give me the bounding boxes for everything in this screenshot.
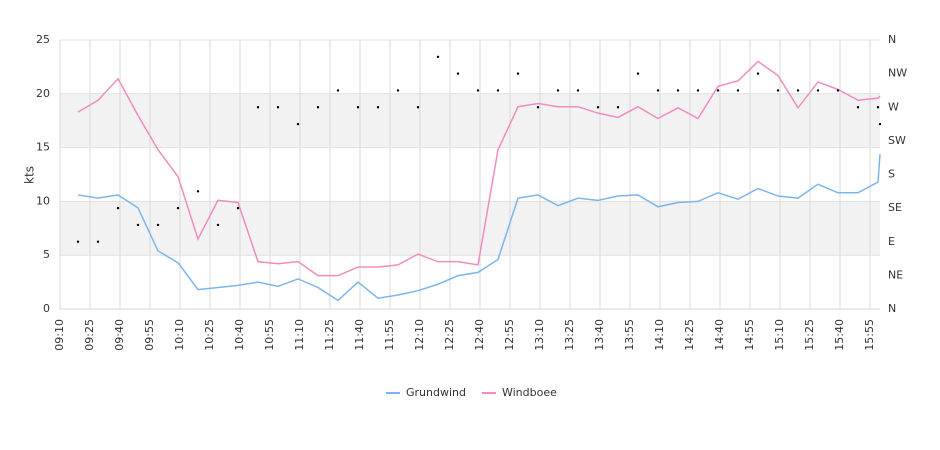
direction-dot (536, 106, 540, 109)
x-tick-label: 12:40 (473, 319, 486, 351)
x-tick-label: 13:25 (563, 319, 576, 351)
plot-band (60, 93, 880, 148)
direction-dot (196, 190, 200, 193)
direction-dot (816, 89, 820, 92)
direction-dot (616, 106, 620, 109)
x-tick-label: 13:55 (623, 319, 636, 351)
direction-dot (516, 72, 520, 75)
y2-tick-label: W (888, 100, 899, 113)
x-tick-label: 10:40 (233, 319, 246, 351)
x-tick-label: 10:10 (173, 319, 186, 351)
direction-dot (176, 206, 180, 210)
y2-tick-label: SW (888, 134, 906, 147)
y-tick-label: 20 (36, 87, 50, 100)
direction-dot (556, 89, 560, 92)
y2-tick-label: SE (888, 201, 902, 214)
x-tick-label: 15:55 (863, 319, 876, 351)
direction-dot (336, 89, 340, 92)
y2-tick-label: NW (888, 67, 907, 80)
direction-dot (596, 106, 600, 109)
y-tick-label: 15 (36, 141, 50, 154)
direction-dot (878, 122, 882, 126)
y-tick-label: 0 (43, 302, 50, 315)
direction-dot (296, 122, 300, 126)
direction-dot (736, 89, 740, 92)
x-tick-label: 14:25 (683, 319, 696, 351)
direction-dot (96, 240, 100, 243)
y2-tick-label: NE (888, 268, 903, 281)
direction-dot (776, 89, 780, 92)
x-tick-label: 10:55 (263, 319, 276, 351)
direction-dot (496, 89, 500, 92)
direction-dot (456, 72, 460, 75)
direction-dot (716, 89, 720, 92)
direction-dot (756, 72, 760, 75)
y2-tick-label: E (888, 235, 895, 248)
direction-dot (156, 223, 160, 227)
series-line (77, 60, 881, 277)
y-axis-label: kts (23, 166, 37, 184)
direction-dot (476, 89, 480, 92)
x-tick-label: 12:10 (413, 319, 426, 351)
x-tick-label: 14:10 (653, 319, 666, 351)
legend-label: Grundwind (406, 386, 466, 399)
y-tick-label: 10 (36, 194, 50, 207)
direction-dot (276, 106, 280, 109)
y2-tick-label: N (888, 302, 896, 315)
x-tick-label: 09:55 (143, 319, 156, 351)
direction-dot (376, 106, 380, 109)
direction-dot (436, 55, 440, 59)
y2-tick-label: N (888, 33, 896, 46)
direction-dot (796, 89, 800, 92)
x-tick-label: 14:40 (713, 319, 726, 351)
direction-dot (136, 223, 140, 227)
x-tick-label: 10:25 (203, 319, 216, 351)
plot-band (60, 201, 880, 256)
direction-dot (696, 89, 700, 92)
x-tick-label: 15:25 (803, 319, 816, 351)
x-tick-label: 15:10 (773, 319, 786, 351)
x-tick-label: 11:10 (293, 319, 306, 351)
direction-dot (416, 106, 420, 109)
x-tick-label: 13:10 (533, 319, 546, 351)
direction-dot (236, 206, 240, 210)
y2-tick-label: S (888, 168, 895, 181)
x-tick-label: 14:55 (743, 319, 756, 351)
direction-dot (876, 106, 880, 109)
x-tick-label: 13:40 (593, 319, 606, 351)
direction-dot (116, 206, 120, 210)
x-tick-label: 11:40 (353, 319, 366, 351)
direction-dot (636, 72, 640, 75)
direction-dot (76, 240, 80, 243)
legend-label: Windboee (502, 386, 557, 399)
direction-dot (656, 89, 660, 92)
series-line (77, 154, 881, 302)
x-tick-label: 12:25 (443, 319, 456, 351)
direction-dot (356, 106, 360, 109)
x-tick-label: 11:55 (383, 319, 396, 351)
direction-dot (836, 89, 840, 92)
direction-dot (856, 106, 860, 109)
x-tick-label: 09:25 (83, 319, 96, 351)
y-tick-label: 5 (43, 248, 50, 261)
direction-dot (576, 89, 580, 92)
direction-dot (316, 106, 320, 109)
x-tick-label: 12:55 (503, 319, 516, 351)
y-tick-label: 25 (36, 33, 50, 46)
x-tick-label: 09:10 (53, 319, 66, 351)
x-tick-label: 09:40 (113, 319, 126, 351)
direction-dot (216, 223, 220, 227)
x-tick-label: 11:25 (323, 319, 336, 351)
direction-dot (676, 89, 680, 92)
direction-dot (256, 106, 260, 109)
direction-dot (396, 89, 400, 92)
x-tick-label: 15:40 (833, 319, 846, 351)
